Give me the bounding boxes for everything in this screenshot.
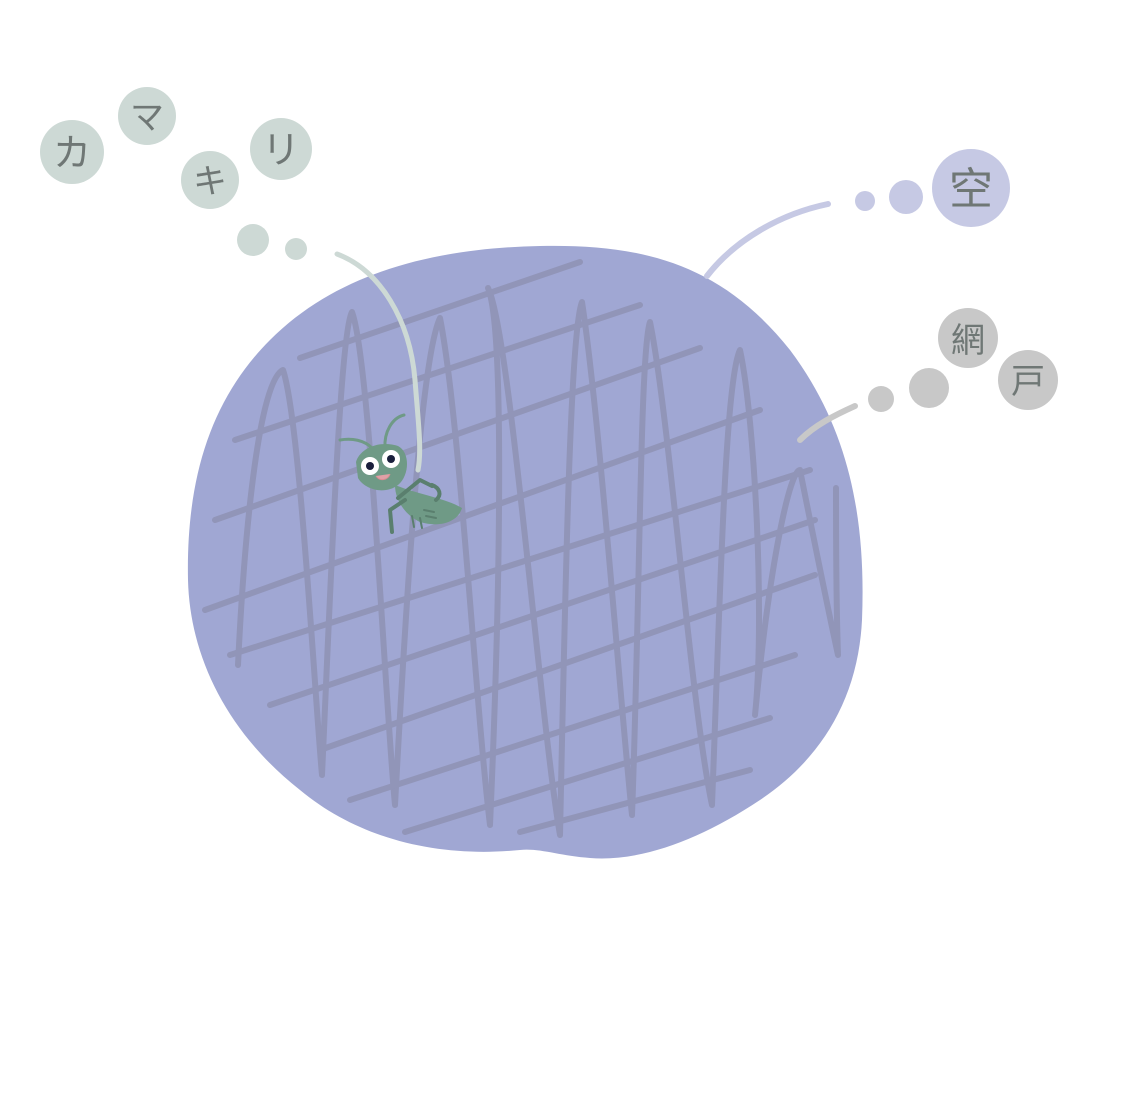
mantis-bubble-3 bbox=[181, 151, 239, 209]
screen-char-to: 戸 bbox=[1011, 362, 1045, 402]
sky-dot-small bbox=[855, 191, 875, 211]
screen-mesh bbox=[202, 259, 841, 838]
screen-dot-small bbox=[868, 386, 894, 412]
mantis-bubble-2 bbox=[118, 87, 176, 145]
screen-dot-large bbox=[909, 368, 949, 408]
screen-bubble-2 bbox=[998, 350, 1058, 410]
sky-label-group: 空 bbox=[704, 149, 1010, 279]
mantis-bubble-4 bbox=[250, 118, 312, 180]
mantis-char-ka: カ bbox=[53, 131, 91, 175]
mantis-char-ri: リ bbox=[262, 128, 300, 172]
sky-dot-large bbox=[889, 180, 923, 214]
sky-pointer-line bbox=[704, 201, 831, 279]
mantis-bubble-1 bbox=[40, 120, 104, 184]
mantis-pointer-line bbox=[334, 251, 423, 473]
screen-char-mo: 網 bbox=[951, 321, 985, 361]
mantis-char-ki: キ bbox=[193, 162, 227, 202]
mantis-mouth bbox=[375, 473, 391, 481]
mantis-dot-small bbox=[285, 238, 307, 260]
mantis-label-group: カ マ キ リ bbox=[40, 87, 312, 260]
mantis-char-ma: マ bbox=[130, 98, 164, 138]
sky-char: 空 bbox=[949, 164, 993, 215]
mantis-dot-large bbox=[237, 224, 269, 256]
sky-bubble bbox=[932, 149, 1010, 227]
screen-label-group: 網 戸 bbox=[797, 308, 1058, 443]
screen-pointer-line bbox=[797, 403, 858, 443]
screen-bubble-1 bbox=[938, 308, 998, 368]
mantis-figure bbox=[338, 413, 462, 534]
